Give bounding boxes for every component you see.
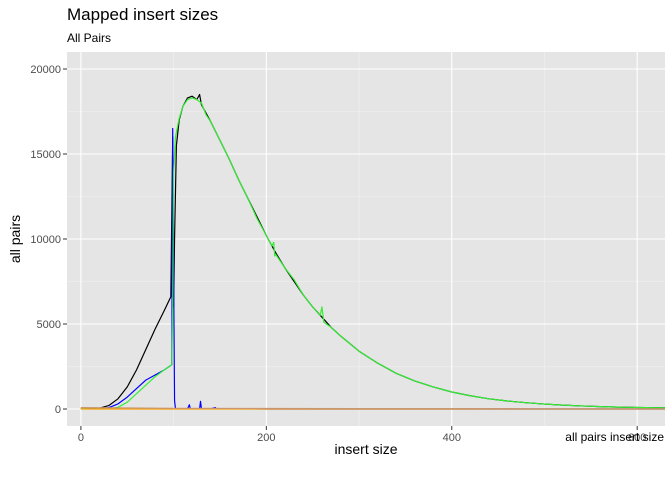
y-tick-label: 15000 bbox=[30, 149, 61, 161]
y-tick-label: 20000 bbox=[30, 64, 61, 76]
y-tick-label: 0 bbox=[55, 404, 61, 416]
y-axis: 0 5000 10000 15000 20000 bbox=[30, 64, 67, 416]
x-axis-title: insert size bbox=[334, 441, 397, 457]
minor-gridlines bbox=[67, 52, 665, 426]
x-tick-label: 200 bbox=[257, 432, 275, 444]
series-line-3 bbox=[80, 97, 666, 410]
x-tick-label: 400 bbox=[443, 432, 461, 444]
chart-caption: all pairs insert size bbox=[565, 430, 664, 444]
x-tick-label: 600 bbox=[628, 432, 646, 444]
y-axis-title: all pairs bbox=[7, 215, 23, 263]
y-tick-label: 10000 bbox=[30, 234, 61, 246]
x-tick-label: 0 bbox=[78, 432, 84, 444]
series-line-5 bbox=[80, 407, 665, 410]
series-layer bbox=[80, 93, 666, 410]
x-axis: 0 200 400 600 bbox=[78, 426, 646, 444]
y-tick-label: 5000 bbox=[37, 319, 61, 331]
chart-subtitle: All Pairs bbox=[67, 31, 112, 45]
chart-title: Mapped insert sizes bbox=[67, 5, 219, 24]
